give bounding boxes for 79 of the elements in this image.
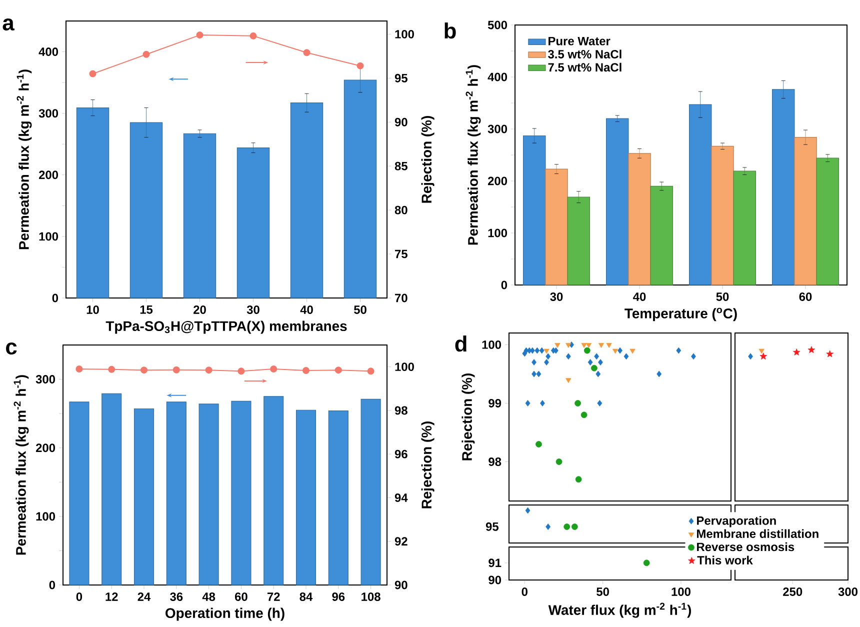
legend-label: This work: [697, 556, 753, 565]
legend-label: Pure Water: [548, 36, 610, 46]
y-tick-label: 98: [488, 458, 502, 466]
x-tick-label: 36: [170, 592, 183, 601]
chart-title: b: [444, 22, 456, 39]
y2-tick-label: 70: [395, 294, 408, 302]
y2-tick-label: 75: [395, 250, 408, 258]
y2-tick-label: 90: [394, 580, 408, 590]
x-axis-title: Operation time (h): [166, 608, 284, 621]
y-tick-label: 100: [39, 232, 58, 241]
y-tick-label: 90: [488, 576, 502, 584]
legend-label: Reverse osmosis: [697, 542, 794, 552]
y-tick-label: 200: [36, 444, 56, 452]
legend-label: Membrane distillation: [697, 529, 818, 538]
x-axis-title: Water flux (kg m$^{-2}$ h$^{-1}$): [548, 602, 692, 618]
legend-label: Pervaporation: [697, 516, 776, 528]
y-tick-label: 91: [488, 558, 502, 568]
x-tick-label: 40: [300, 305, 313, 314]
y-tick-label: 99: [488, 399, 502, 408]
y-axis-title: Permeation flux (kg m$^{-2}$ h$^{-1}$): [14, 375, 29, 555]
x-tick-label: 24: [138, 592, 151, 601]
x-tick-label: 20: [194, 305, 206, 314]
y2-axis-title: Rejection (%): [421, 422, 434, 508]
x-tick-label: 100: [672, 587, 690, 596]
y-tick-label: 500: [488, 20, 508, 30]
y2-tick-label: 94: [394, 493, 408, 502]
legend-label: 7.5 wt% NaCl: [548, 62, 622, 72]
y-tick-label: 200: [488, 176, 508, 186]
x-tick-label: 72: [267, 592, 280, 601]
x-tick-label: 250: [783, 587, 802, 596]
x-tick-label: 50: [596, 587, 609, 596]
y-tick-label: 100: [482, 340, 502, 349]
y2-tick-label: 96: [394, 450, 408, 458]
x-tick-label: 84: [300, 592, 313, 601]
y-tick-label: 100: [36, 512, 56, 521]
x-tick-label: 0: [76, 592, 82, 601]
x-tick-label: 30: [550, 292, 563, 301]
y2-tick-label: 90: [394, 118, 408, 126]
y-axis-title: Permeation flux (kg m$^{-2}$ h$^{-1}$): [466, 65, 481, 245]
x-axis-title: TpPa-SO$_{3}$H@TpTTPA(X) membranes: [106, 320, 347, 334]
y2-tick-label: 95: [394, 74, 408, 82]
y2-tick-label: 80: [394, 206, 408, 214]
x-tick-label: 15: [140, 305, 153, 314]
x-tick-label: 48: [202, 592, 216, 601]
x-tick-label: 50: [716, 292, 729, 301]
x-tick-label: 50: [354, 305, 366, 314]
y-tick-label: 300: [38, 109, 58, 118]
y-tick-label: 0: [501, 280, 508, 290]
chart-title: d: [455, 336, 466, 352]
x-tick-label: 10: [86, 305, 99, 314]
x-tick-label: 40: [633, 292, 646, 301]
x-tick-label: 60: [799, 292, 812, 301]
y-tick-label: 400: [38, 48, 58, 56]
y-axis-title: Rejection (%): [462, 374, 475, 460]
chart-title: a: [2, 18, 14, 31]
y-tick-label: 100: [488, 228, 508, 238]
chart-title: c: [6, 342, 17, 355]
y2-axis-title: Rejection (%): [421, 116, 434, 203]
text: 95: [486, 522, 498, 531]
y-axis-title: Permeation flux (kg m$^{-2}$ h$^{-1}$): [16, 70, 32, 250]
y-tick-label: 300: [36, 375, 56, 384]
y-tick-label: 0: [49, 580, 56, 590]
y2-tick-label: 85: [394, 162, 408, 170]
y-tick-label: 300: [488, 124, 508, 134]
y2-tick-label: 100: [395, 30, 414, 38]
x-tick-label: 108: [362, 592, 380, 601]
legend-label: 3.5 wt% NaCl: [548, 50, 622, 58]
x-axis-title: Temperature ($^{o}$C): [624, 308, 737, 322]
y-tick-label: 400: [488, 72, 508, 82]
x-tick-label: 60: [234, 592, 248, 601]
y2-tick-label: 92: [394, 537, 408, 546]
x-tick-label: 96: [332, 592, 345, 601]
x-tick-label: 30: [246, 305, 260, 314]
x-tick-label: 300: [838, 587, 858, 596]
x-tick-label: 12: [106, 592, 118, 601]
y2-tick-label: 98: [394, 406, 408, 415]
y2-tick-label: 100: [395, 362, 414, 372]
y-tick-label: 200: [38, 170, 58, 180]
x-tick-label: 0: [522, 587, 528, 596]
